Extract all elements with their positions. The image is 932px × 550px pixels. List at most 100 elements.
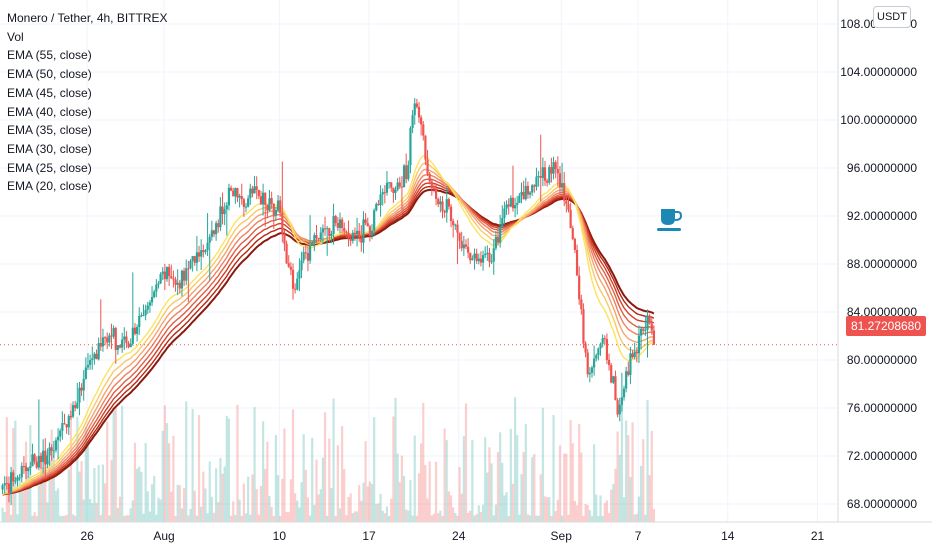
candles [1,98,656,506]
candle-body [71,405,75,417]
candle-body [129,343,132,348]
legend-ema-35[interactable]: EMA (35, close) [7,123,92,138]
candle-body [285,243,288,264]
candle-body [5,483,8,485]
volume-bar [176,484,179,522]
candle-body [244,206,248,208]
candle-body [321,228,324,233]
volume-bar [516,435,519,522]
volume-bar [503,495,506,522]
candle-body [358,230,361,238]
volume-bar [332,398,335,522]
candle-body [253,186,256,194]
volume-bar [509,428,512,522]
candle-body [1,485,4,490]
volume-bar [575,505,579,522]
candle-body [586,352,589,375]
legend-ema-50[interactable]: EMA (50, close) [7,67,92,82]
candle-body [637,335,641,354]
volume-bar [148,511,152,522]
legend-ema-55[interactable]: EMA (55, close) [7,48,92,63]
candle-body [150,296,154,303]
candle-body [232,190,235,197]
candle-body [422,124,425,136]
coffee-cup-icon[interactable] [656,207,684,238]
candle-body [108,335,111,343]
volume-bar [629,477,632,522]
legend-ema-45[interactable]: EMA (45, close) [7,85,92,100]
volume-bar [138,466,141,522]
candle-body [97,342,100,360]
candle-body [505,204,508,209]
volume-bar [413,435,416,522]
volume-bar [548,497,551,522]
currency-label[interactable]: USDT [873,6,911,28]
candle-body [381,192,384,195]
time-tick-label: Sep [551,529,573,543]
candle-body [417,106,421,118]
candle-body [229,187,233,191]
volume-bar [234,515,237,522]
volume-bar [185,401,188,522]
volume-bar [469,510,472,522]
candle-body [509,197,512,207]
candle-body [84,367,87,379]
candle-body [206,242,209,251]
volume-bar [607,513,611,522]
volume-bar [580,452,583,522]
volume-bar [625,420,628,522]
candle-body [439,201,442,205]
candle-body [593,358,596,368]
candle-body [650,323,653,331]
volume-bar [464,403,468,522]
candle-body [298,270,301,279]
volume-bar [150,484,154,522]
volume-bar [597,515,600,522]
candle-body [332,216,335,234]
volume-bar [358,484,361,522]
candle-body [291,269,295,289]
volume-bar [375,503,378,522]
volume-bar [441,515,444,522]
candle-body [571,228,574,239]
volume-bar [531,457,534,522]
candle-body [642,328,645,331]
volume-bar [31,515,34,522]
volume-bar [402,475,406,522]
volume-bar [567,514,570,522]
volume-bar [223,466,226,522]
candle-body [607,359,611,366]
volume-bar [341,425,344,522]
volume-bar [200,506,203,522]
candle-body [50,447,53,451]
volume-bar [394,397,397,522]
candle-body [394,189,397,193]
legend-ema-30[interactable]: EMA (30, close) [7,141,92,156]
volume-bar [535,515,538,522]
time-tick-label: 10 [273,529,287,543]
volume-bar [601,515,604,522]
candle-body [610,365,613,383]
legend-ema-25[interactable]: EMA (25, close) [7,160,92,175]
volume-bar [388,515,391,522]
volume-bar [571,443,574,522]
volume-bar [505,492,508,522]
legend-vol[interactable]: Vol [7,29,24,44]
symbol-title[interactable]: Monero / Tether, 4h, BITTREX [7,11,168,25]
volume-bar [317,494,320,522]
volume-bar [648,475,651,522]
volume-bar [588,510,591,522]
volume-bar [180,508,184,522]
time-axis[interactable]: 26 Aug 10 17 24 Sep 7 14 21 [80,529,824,543]
candle-body [212,230,216,235]
candle-body [48,447,51,456]
price-axis[interactable]: 108.00000000104.00000000100.0000000096.0… [840,17,917,511]
legend-ema-40[interactable]: EMA (40, close) [7,104,92,119]
candle-body [165,266,169,280]
candle-body [311,243,314,245]
candle-body [582,309,585,344]
price-tick-label: 76.00000000 [847,401,917,415]
legend-ema-20[interactable]: EMA (20, close) [7,179,92,194]
volume-bar [569,419,572,522]
